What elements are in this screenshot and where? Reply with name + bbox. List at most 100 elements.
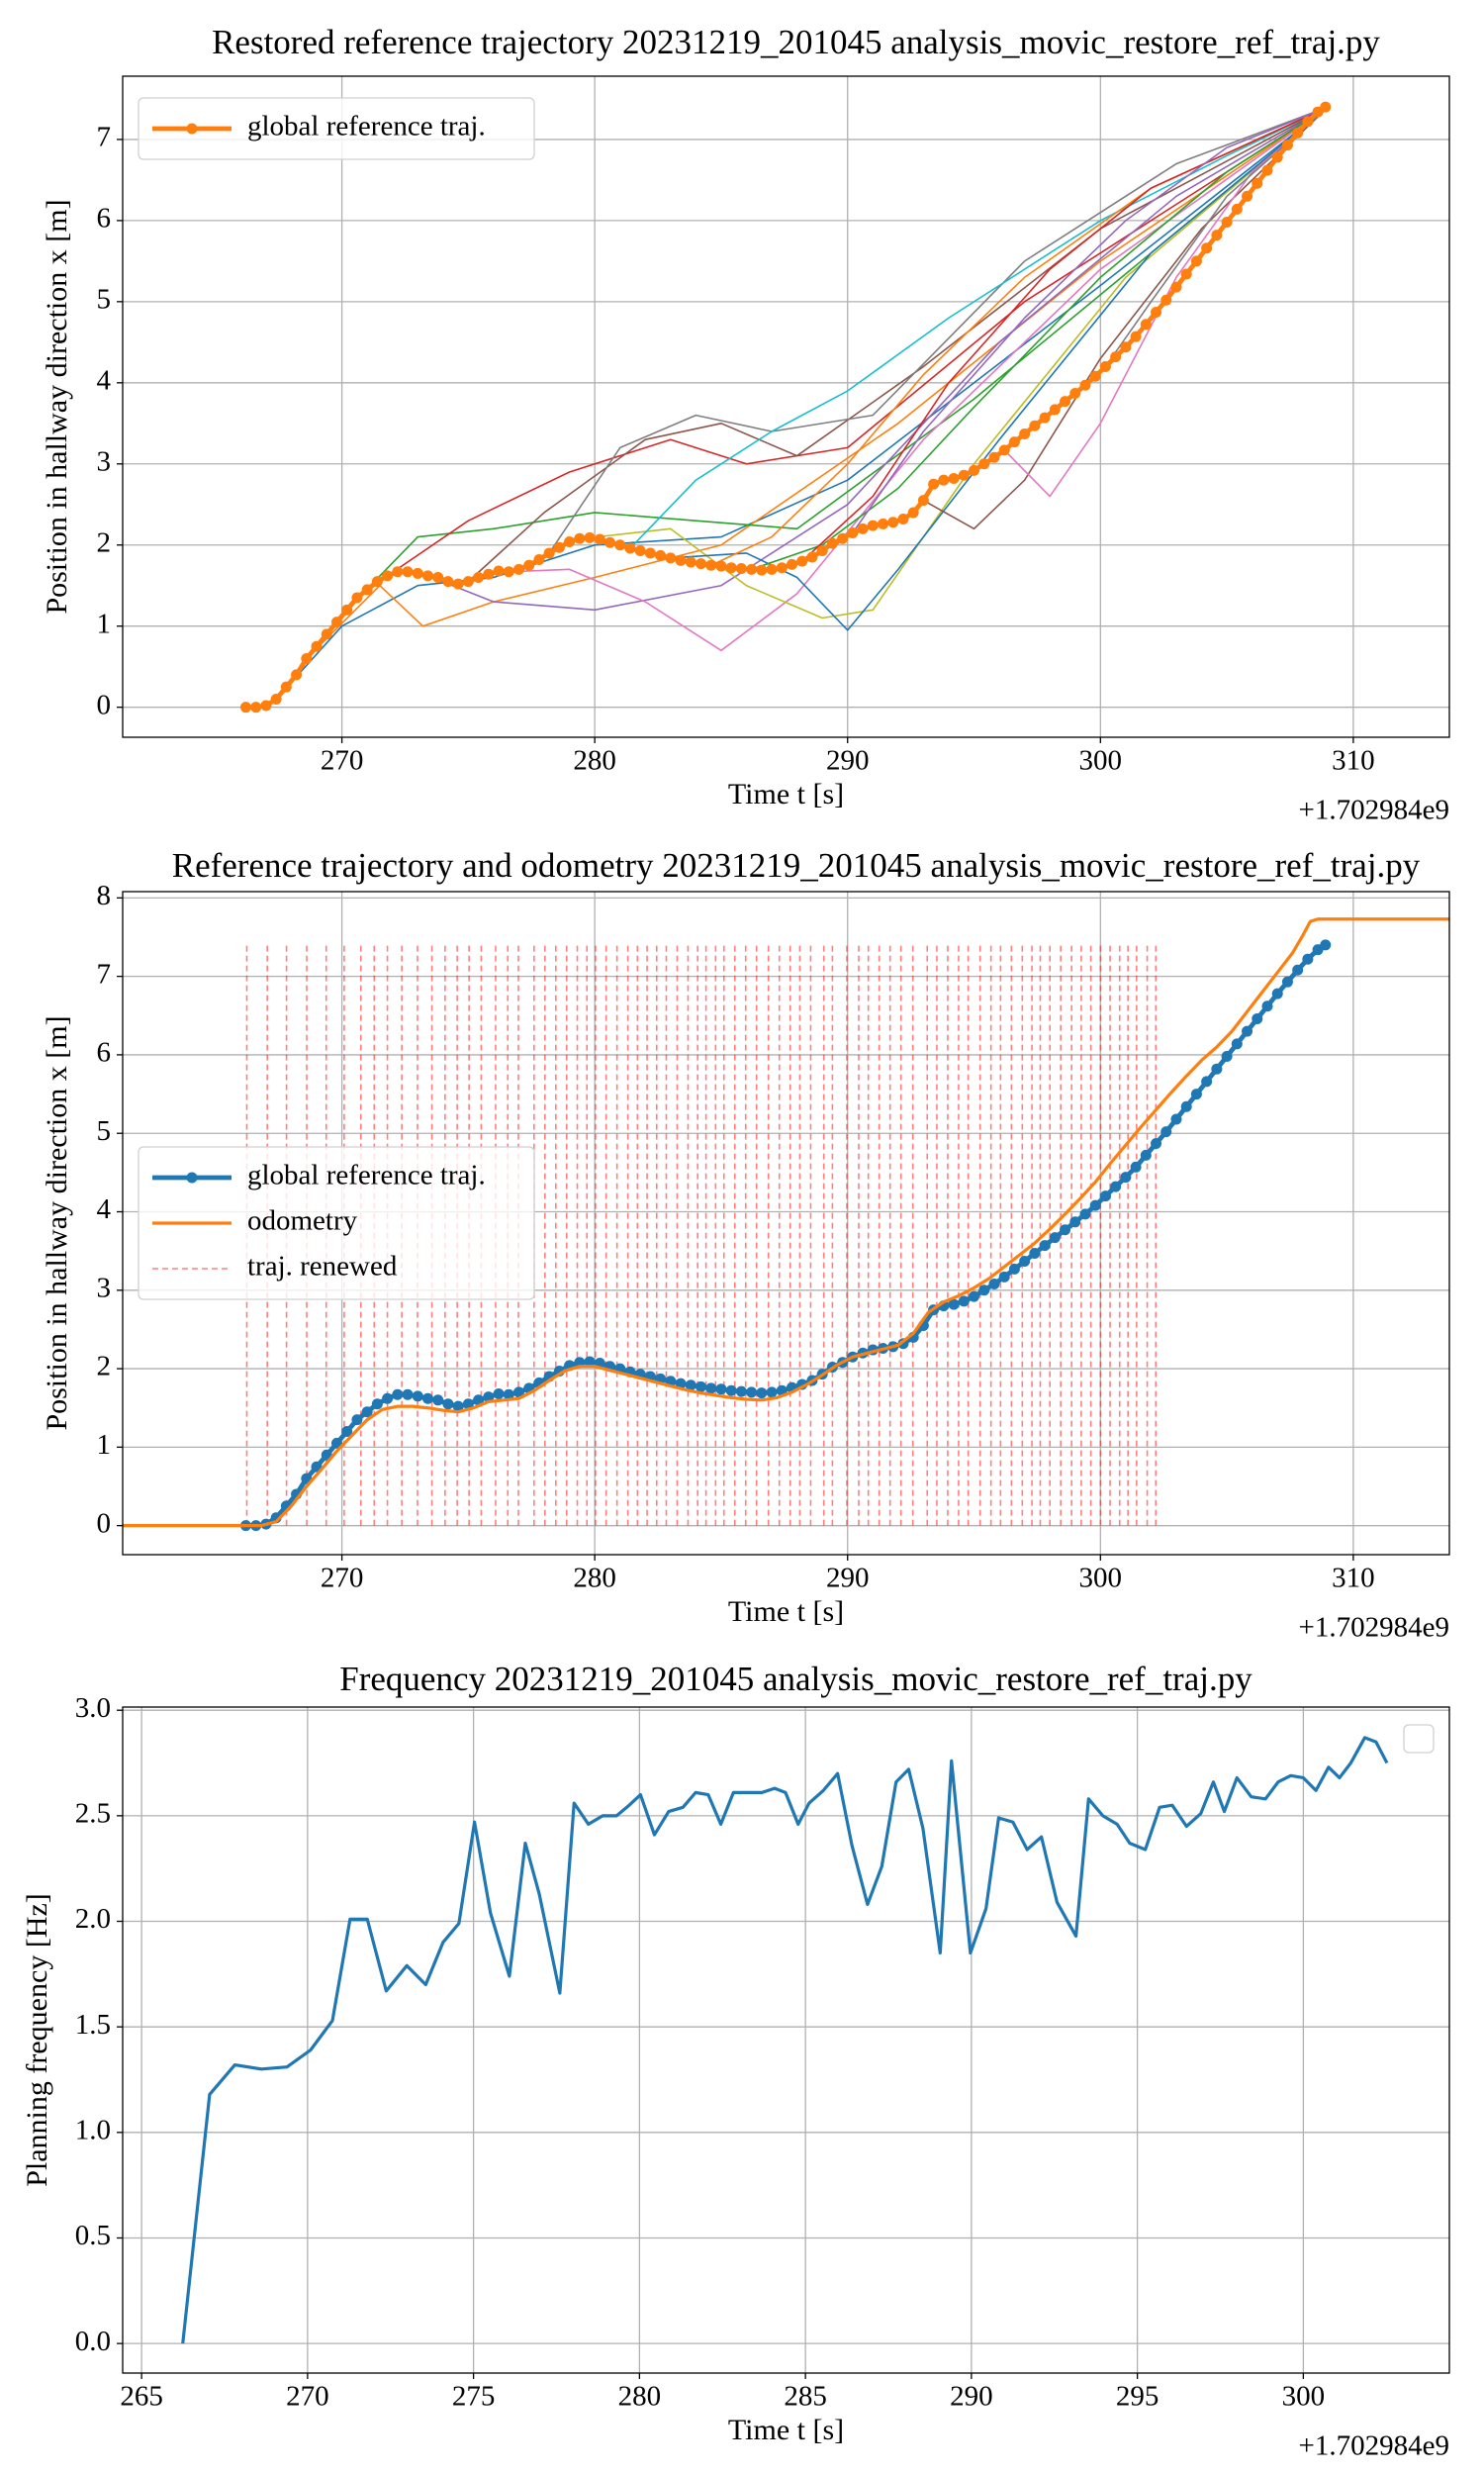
x-tick-label: 310 xyxy=(1332,1563,1375,1594)
marker xyxy=(756,1387,768,1399)
marker xyxy=(1180,268,1192,280)
x-axis-label: Time t [s] xyxy=(728,1595,844,1628)
marker xyxy=(1242,1025,1253,1037)
series-line xyxy=(923,106,1329,530)
x-tick-label: 280 xyxy=(573,745,616,777)
y-tick-label: 2 xyxy=(97,526,112,558)
series-line xyxy=(123,917,1449,1528)
chart: 265 270 275 280 285 290 295 300 0.0 0.5 1.0 1.5 2.0 2… xyxy=(21,1660,1450,2462)
y-tick-label: 4 xyxy=(97,1193,112,1225)
y-tick-label: 1.0 xyxy=(75,2114,111,2145)
plot-area xyxy=(239,101,1332,714)
marker xyxy=(1130,331,1142,342)
marker xyxy=(503,1388,514,1400)
marker xyxy=(917,495,929,507)
marker xyxy=(1140,1149,1152,1161)
marker xyxy=(766,563,778,575)
marker xyxy=(1320,939,1332,951)
marker xyxy=(1261,1000,1273,1012)
marker xyxy=(1120,1172,1132,1184)
marker xyxy=(412,1390,423,1402)
x-tick-label: 290 xyxy=(950,2381,993,2413)
marker xyxy=(867,520,879,531)
marker xyxy=(685,556,696,568)
marker xyxy=(634,544,646,556)
x-tick-label: 290 xyxy=(826,745,870,777)
marker xyxy=(493,565,505,577)
marker xyxy=(1271,988,1283,999)
marker xyxy=(1252,177,1263,189)
marker xyxy=(1180,1100,1192,1112)
marker xyxy=(1231,1038,1243,1050)
marker xyxy=(483,568,495,580)
marker xyxy=(594,533,605,545)
marker xyxy=(1110,351,1122,363)
chart: 270 280 290 300 310 0 1 2 3 4 5 6 7 Restored referenc… xyxy=(41,23,1450,826)
marker xyxy=(705,1382,717,1394)
marker xyxy=(978,458,990,470)
x-tick-label: 295 xyxy=(1116,2381,1159,2413)
marker xyxy=(361,1406,373,1418)
legend xyxy=(1403,1724,1435,1754)
marker xyxy=(816,544,828,556)
y-tick-label: 6 xyxy=(97,1037,112,1069)
marker xyxy=(735,1385,747,1397)
marker xyxy=(776,562,788,574)
marker xyxy=(341,1426,353,1438)
marker xyxy=(584,1356,596,1368)
legend: global reference traj. odometry traj. rene… xyxy=(138,1146,535,1300)
marker xyxy=(1292,964,1304,976)
marker xyxy=(766,1386,778,1398)
marker xyxy=(725,1384,737,1396)
marker xyxy=(988,451,1000,463)
y-tick-label: 5 xyxy=(97,284,112,316)
marker xyxy=(715,560,727,572)
marker xyxy=(1231,203,1243,215)
marker xyxy=(897,514,909,525)
marker xyxy=(1292,127,1304,139)
marker xyxy=(1089,1199,1101,1211)
series-line xyxy=(1003,106,1329,498)
marker xyxy=(270,693,282,705)
y-axis-label: Planning frequency [Hz] xyxy=(21,1893,53,2187)
marker xyxy=(1170,281,1182,293)
marker xyxy=(1079,379,1091,391)
marker xyxy=(239,702,251,714)
series-line xyxy=(670,106,1329,631)
y-tick-label: 2.5 xyxy=(75,1798,111,1830)
marker xyxy=(442,576,454,588)
y-tick-label: 0.0 xyxy=(75,2326,111,2357)
marker xyxy=(948,473,960,485)
series-line xyxy=(589,106,1329,619)
x-tick-label: 300 xyxy=(1282,2381,1326,2413)
chart-title: Frequency 20231219_201045 analysis_movic… xyxy=(339,1660,1252,1698)
marker xyxy=(442,1398,454,1410)
marker xyxy=(1039,412,1051,424)
marker xyxy=(725,562,737,574)
marker xyxy=(958,469,970,481)
y-tick-label: 8 xyxy=(97,880,112,911)
series-line xyxy=(801,106,1329,562)
marker xyxy=(878,518,889,529)
marker xyxy=(280,681,292,693)
marker xyxy=(1110,1181,1122,1192)
y-tick-label: 5 xyxy=(97,1115,112,1147)
marker xyxy=(311,640,323,652)
marker xyxy=(756,564,768,576)
marker xyxy=(523,559,535,571)
series-line xyxy=(548,106,1329,554)
marker xyxy=(614,539,626,551)
x-tick-label: 290 xyxy=(826,1563,870,1594)
marker xyxy=(574,532,586,544)
marker xyxy=(887,517,899,528)
marker xyxy=(1060,1224,1071,1236)
marker xyxy=(1099,1190,1111,1202)
chart: 270 280 290 300 310 0 1 2 3 4 5 6 7 8 Reference trajec… xyxy=(41,846,1450,1644)
marker xyxy=(351,1414,363,1426)
marker xyxy=(837,532,849,544)
y-tick-label: 6 xyxy=(97,203,112,235)
marker xyxy=(958,1295,970,1307)
marker xyxy=(796,555,808,567)
marker xyxy=(402,1388,414,1400)
marker xyxy=(998,1271,1010,1283)
